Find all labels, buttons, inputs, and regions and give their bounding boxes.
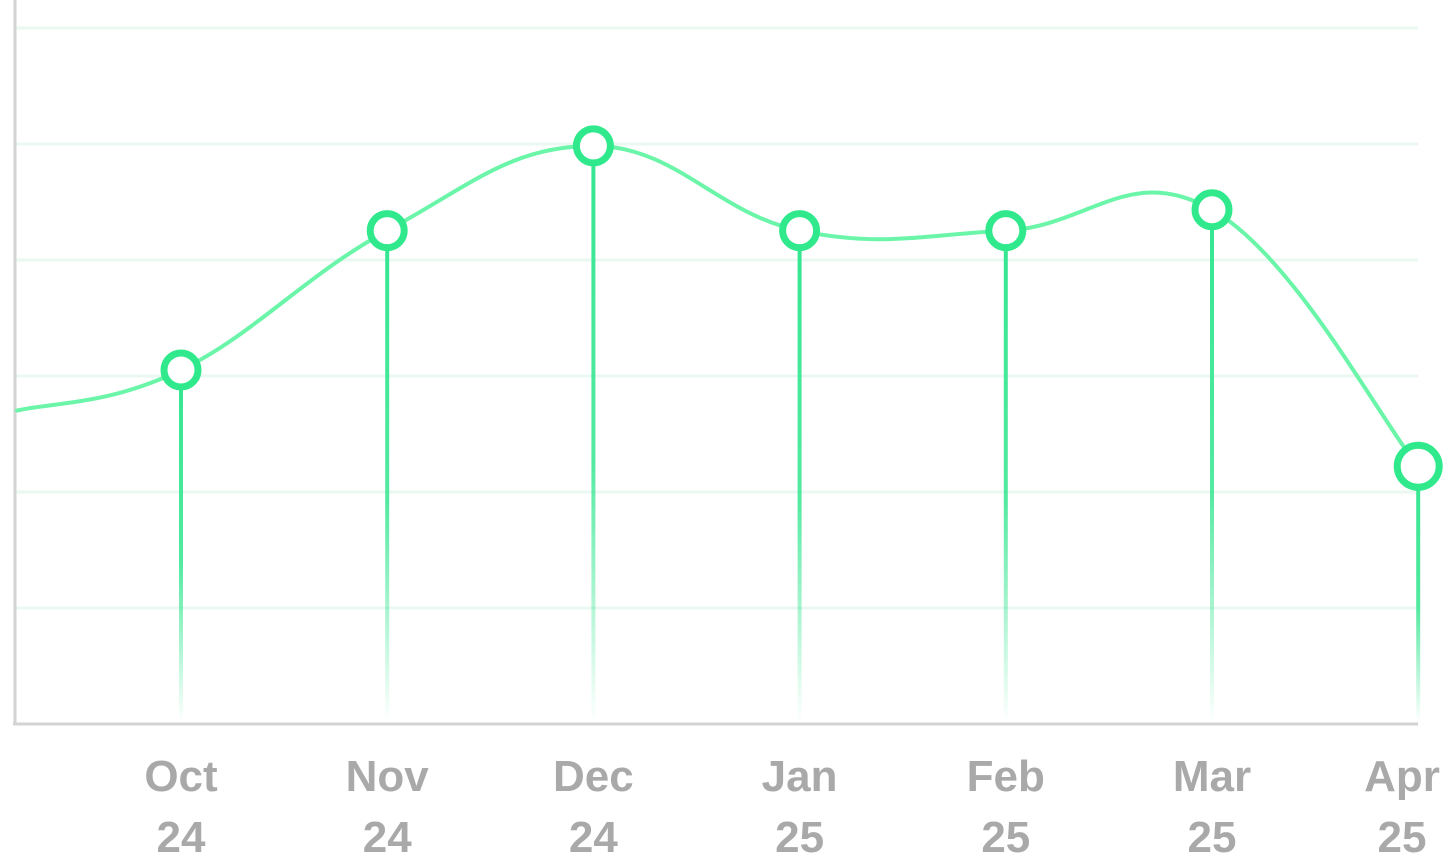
x-tick-label-year: 24 bbox=[569, 813, 618, 862]
x-tick-label-month: Apr bbox=[1364, 752, 1440, 801]
axes bbox=[13, 0, 1418, 726]
data-point-dec-24 bbox=[572, 125, 614, 167]
data-point-mar-25 bbox=[1191, 189, 1233, 231]
data-point-oct-24 bbox=[160, 349, 202, 391]
data-point-feb-25 bbox=[985, 210, 1027, 252]
x-tick-label-year: 24 bbox=[157, 813, 206, 862]
drop-line bbox=[179, 369, 183, 722]
x-tick-label-year: 24 bbox=[363, 813, 412, 862]
drop-line bbox=[1416, 466, 1421, 722]
x-tick-label-month: Dec bbox=[553, 752, 634, 801]
data-points bbox=[160, 125, 1443, 491]
x-tick-labels: Oct 24 Nov 24 Dec 24 Jan 25 Feb 25 Mar 25 Apr 25 bbox=[144, 752, 1440, 862]
x-tick-label-month: Feb bbox=[967, 752, 1045, 801]
x-tick-label-year: 25 bbox=[1188, 813, 1237, 862]
x-tick-label-year: 25 bbox=[981, 813, 1030, 862]
x-tick-label-month: Mar bbox=[1173, 752, 1251, 801]
data-point-apr-25 bbox=[1393, 441, 1443, 491]
drop-line bbox=[797, 230, 802, 722]
grid-lines bbox=[15, 26, 1418, 610]
drop-line bbox=[1003, 230, 1008, 722]
x-tick-label-month: Jan bbox=[762, 752, 838, 801]
drop-line bbox=[1210, 209, 1214, 722]
drop-lines bbox=[179, 145, 1421, 722]
x-tick-label-year: 25 bbox=[1378, 813, 1427, 862]
x-tick-label-month: Nov bbox=[346, 752, 430, 801]
drop-line bbox=[385, 230, 390, 722]
data-point-jan-25 bbox=[779, 210, 821, 252]
x-tick-label-month: Oct bbox=[144, 752, 218, 801]
x-tick-label-year: 25 bbox=[775, 813, 824, 862]
drop-line bbox=[591, 145, 596, 722]
data-point-nov-24 bbox=[366, 210, 408, 252]
